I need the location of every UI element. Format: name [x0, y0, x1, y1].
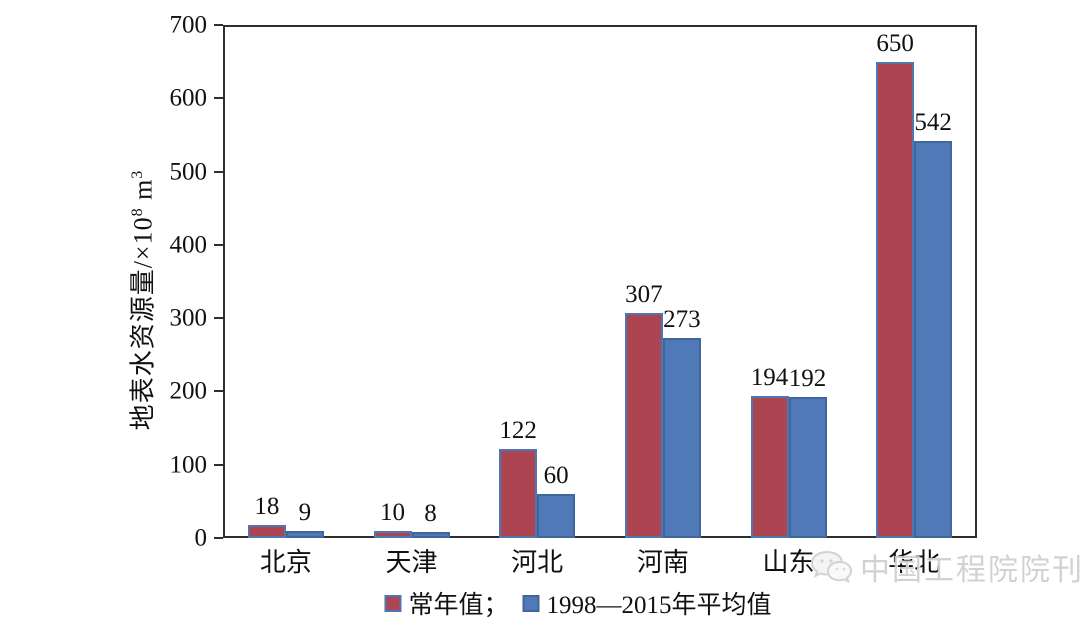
y-axis-tick-label: 0	[194, 524, 208, 552]
value-label: 18	[254, 493, 280, 520]
bar-series0-1	[373, 531, 412, 538]
y-axis-tick	[214, 537, 223, 539]
y-axis-tick-label: 500	[169, 158, 208, 186]
x-axis-label: 华北	[888, 548, 941, 577]
y-axis-tick	[214, 390, 223, 393]
bar-series0-3	[624, 313, 663, 538]
bar-series1-0	[285, 531, 324, 538]
plot-area	[223, 25, 977, 538]
value-label: 192	[788, 365, 827, 392]
bar-series0-4	[750, 396, 789, 538]
x-axis-label: 山东	[762, 548, 815, 577]
y-axis-tick-label: 400	[169, 231, 208, 259]
value-label: 9	[298, 499, 312, 526]
bar-series0-0	[247, 525, 286, 538]
y-axis-tick-label: 600	[169, 84, 208, 112]
watermark-text: 中国工程院院刊	[860, 554, 1080, 587]
legend: 常年值； 1998—2015年平均值	[384, 585, 772, 618]
y-axis-title-sup8: 8	[128, 207, 146, 217]
y-axis-tick-label: 700	[169, 11, 208, 39]
legend-item-normal-year: 常年值；	[384, 585, 509, 618]
x-axis-label: 河南	[636, 548, 689, 577]
value-label: 10	[380, 499, 405, 526]
value-label: 122	[499, 417, 537, 444]
y-axis-tick	[214, 170, 223, 173]
y-axis-tick	[214, 24, 223, 26]
wechat-icon	[810, 549, 852, 585]
x-axis-label: 天津	[385, 548, 438, 577]
legend-label: 1998—2015年平均值	[546, 592, 772, 618]
x-axis-label: 北京	[259, 548, 312, 577]
value-label: 650	[876, 30, 914, 57]
value-label: 542	[914, 109, 952, 136]
value-label: 307	[625, 281, 663, 308]
y-axis-tick-label: 200	[169, 377, 208, 405]
legend-label: 常年值；	[408, 592, 509, 618]
y-axis-tick	[214, 243, 223, 246]
bar-series0-2	[499, 449, 538, 538]
bar-series1-4	[788, 397, 827, 538]
bar-series1-1	[411, 532, 450, 538]
value-label: 273	[663, 306, 701, 333]
y-axis-tick-label: 100	[169, 451, 208, 479]
value-label: 60	[543, 462, 569, 489]
value-label: 194	[750, 364, 789, 391]
bar-series1-5	[914, 141, 953, 538]
x-axis-label: 河北	[511, 548, 564, 577]
legend-swatch-red	[384, 594, 402, 612]
bar-series1-2	[537, 494, 576, 538]
y-axis-tick	[214, 97, 223, 100]
y-axis-tick-label: 300	[169, 304, 208, 332]
y-axis-tick	[214, 463, 223, 466]
bar-series1-3	[662, 338, 701, 538]
bar-series0-5	[876, 62, 915, 538]
y-axis-tick	[214, 317, 223, 320]
value-label: 8	[424, 500, 437, 527]
watermark: 中国工程院院刊	[810, 545, 1080, 589]
legend-swatch-blue	[522, 594, 540, 612]
legend-item-1998-2015-average: 1998—2015年平均值	[522, 585, 772, 618]
